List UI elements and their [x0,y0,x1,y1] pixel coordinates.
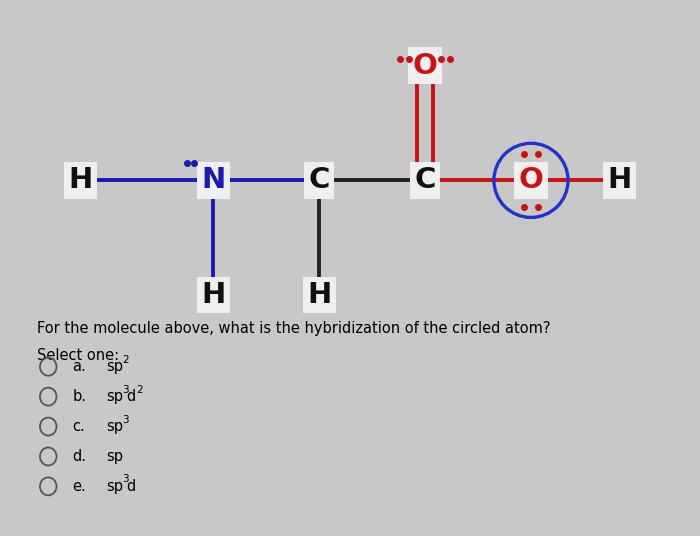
Text: Select one:: Select one: [37,348,119,363]
Text: d.: d. [72,449,86,464]
Text: O: O [412,51,438,79]
Text: sp: sp [106,449,123,464]
Text: c.: c. [72,419,85,434]
Text: sp: sp [106,479,123,494]
Text: sp: sp [106,359,123,374]
Text: H: H [69,166,93,195]
Text: H: H [607,166,631,195]
Text: H: H [201,281,225,309]
Text: C: C [414,166,435,195]
Text: C: C [309,166,330,195]
Text: N: N [201,166,225,195]
Text: sp: sp [106,389,123,404]
Text: sp: sp [106,419,123,434]
Text: d: d [127,479,136,494]
Text: 2: 2 [122,355,129,364]
Text: b.: b. [72,389,86,404]
Text: 3: 3 [122,414,129,425]
Text: e.: e. [72,479,86,494]
Text: For the molecule above, what is the hybridization of the circled atom?: For the molecule above, what is the hybr… [37,321,551,336]
Text: O: O [519,166,543,195]
Text: 3: 3 [122,474,129,485]
Text: 2: 2 [136,385,144,394]
Text: a.: a. [72,359,86,374]
Text: H: H [307,281,331,309]
Text: d: d [127,389,136,404]
Text: 3: 3 [122,385,129,394]
